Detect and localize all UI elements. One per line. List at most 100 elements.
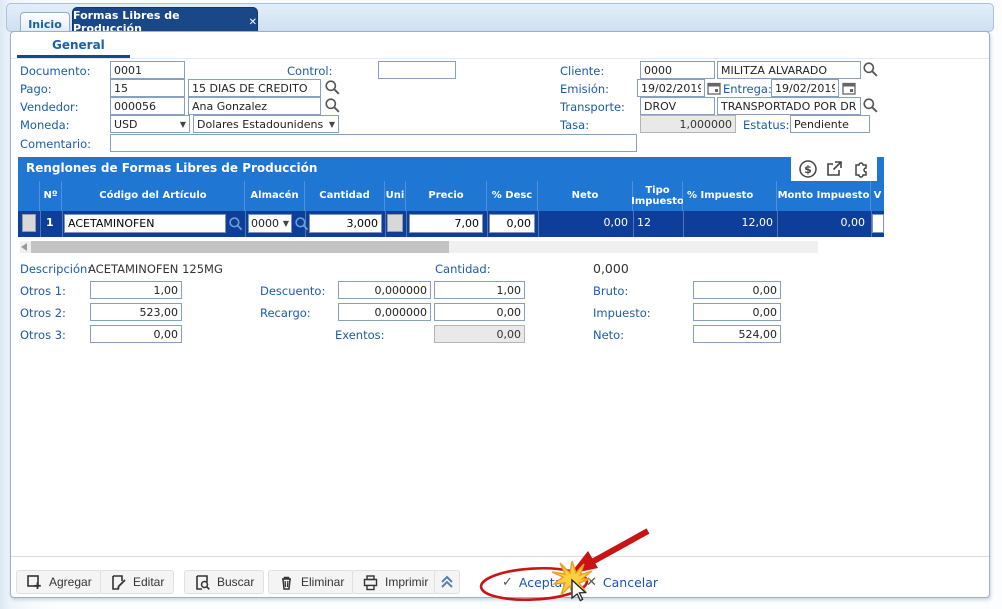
control-input[interactable] — [378, 61, 456, 79]
vendedor-code-input[interactable] — [110, 97, 185, 115]
descuento-label: Descuento: — [260, 284, 326, 298]
descuento-monto-input[interactable] — [434, 281, 525, 299]
otros2-input[interactable] — [90, 303, 182, 321]
grid-col-cantidad[interactable]: Cantidad — [305, 181, 385, 211]
pago-code-input[interactable] — [110, 79, 185, 97]
tab-strip: Inicio Formas Libres de Producción ✕ — [6, 3, 994, 36]
neto-label: Neto: — [593, 328, 625, 342]
svg-text:$: $ — [804, 163, 812, 176]
export-icon[interactable] — [824, 159, 844, 179]
grid-hscrollbar-thumb[interactable] — [31, 241, 449, 253]
cancelar-button[interactable]: ✕ Cancelar — [586, 575, 658, 590]
tasa-input — [640, 115, 736, 133]
pago-name-input[interactable] — [188, 79, 321, 97]
printer-icon — [362, 574, 379, 591]
tab-general-underline — [17, 55, 130, 58]
row-uni-cell[interactable] — [387, 214, 403, 232]
grid-col-precio[interactable]: Precio — [406, 181, 487, 211]
row-almacen-search-icon[interactable] — [294, 215, 311, 232]
edit-icon — [110, 574, 127, 591]
imprimir-button[interactable]: Imprimir — [352, 570, 439, 594]
row-almacen-select[interactable]: 0000 ▼ — [248, 214, 292, 233]
emision-calendar-icon[interactable] — [706, 79, 723, 96]
editar-label: Editar — [133, 575, 165, 589]
otros3-input[interactable] — [90, 325, 182, 343]
transporte-label: Transporte: — [560, 100, 625, 114]
grid-col-neto[interactable]: Neto — [538, 181, 633, 211]
entrega-calendar-icon[interactable] — [841, 79, 858, 96]
collapse-toolbar-button[interactable] — [434, 570, 460, 594]
transporte-search-icon[interactable] — [862, 97, 879, 114]
double-chevron-up-icon — [439, 574, 455, 590]
cliente-name-input[interactable] — [717, 61, 861, 79]
row-handle[interactable] — [22, 214, 36, 232]
recargo-monto-input[interactable] — [434, 303, 525, 321]
grid-title-bar — [18, 157, 884, 181]
x-icon: ✕ — [586, 575, 597, 590]
comentario-input[interactable] — [110, 134, 637, 152]
transporte-code-input[interactable] — [640, 97, 715, 115]
grid-col-selector[interactable] — [18, 181, 40, 211]
documento-input[interactable] — [110, 61, 185, 79]
cliente-code-input[interactable] — [640, 61, 715, 79]
transporte-name-input[interactable] — [717, 97, 861, 115]
tab-inicio-label: Inicio — [28, 18, 62, 31]
moneda-name-select[interactable]: Dolares Estadounidens ▼ — [193, 115, 339, 133]
otros2-label: Otros 2: — [20, 306, 66, 320]
recargo-pct-input[interactable] — [338, 303, 431, 321]
add-icon — [26, 574, 43, 591]
grid-col-v[interactable]: V — [871, 181, 884, 211]
recargo-label: Recargo: — [260, 306, 311, 320]
grid-col-monto-impuesto[interactable]: Monto Impuesto — [777, 181, 871, 211]
otros1-input[interactable] — [90, 281, 182, 299]
impuesto-input[interactable] — [693, 303, 781, 321]
row-cantidad-input[interactable] — [309, 214, 382, 233]
tab-general[interactable]: General — [52, 38, 105, 52]
bruto-input[interactable] — [693, 281, 781, 299]
toolbar-divider — [11, 556, 989, 557]
cliente-search-icon[interactable] — [862, 61, 879, 78]
editar-button[interactable]: Editar — [100, 570, 175, 594]
close-tab-icon[interactable]: ✕ — [248, 16, 257, 28]
chevron-down-icon: ▼ — [179, 119, 186, 129]
row-codigo-input[interactable] — [64, 214, 226, 233]
row-number: 1 — [46, 216, 54, 229]
check-icon: ✓ — [502, 575, 513, 590]
agregar-button[interactable]: Agregar — [16, 570, 102, 594]
entrega-date-input[interactable] — [771, 79, 839, 97]
descuento-pct-input[interactable] — [338, 281, 431, 299]
puzzle-icon[interactable] — [851, 159, 871, 179]
grid-col-tipo-impuesto[interactable]: Tipo Impuesto — [631, 181, 684, 211]
neto-input[interactable] — [693, 325, 781, 343]
subtab-divider — [11, 58, 989, 59]
vendedor-name-input[interactable] — [188, 97, 321, 115]
trash-icon — [278, 574, 295, 591]
impuesto-label: Impuesto: — [593, 306, 651, 320]
scroll-left-arrow-icon[interactable] — [21, 243, 27, 251]
pago-search-icon[interactable] — [324, 79, 341, 96]
row-almacen-value: 0000 — [251, 217, 279, 230]
row-codigo-search-icon[interactable] — [228, 215, 245, 232]
eliminar-button[interactable]: Eliminar — [268, 570, 355, 594]
row-desc-pct-input[interactable] — [489, 214, 535, 233]
imprimir-label: Imprimir — [385, 575, 429, 589]
grid-col-almacen[interactable]: Almacén — [245, 181, 305, 211]
aceptar-button[interactable]: ✓ Aceptar — [502, 575, 567, 590]
buscar-button[interactable]: Buscar — [184, 570, 265, 594]
grid-col-pct-impuesto[interactable]: % Impuesto — [683, 181, 777, 211]
emision-date-input[interactable] — [637, 79, 705, 97]
row-neto-value: 0,00 — [603, 216, 629, 229]
grid-col-num[interactable]: Nº — [40, 181, 62, 211]
estatus-input[interactable] — [790, 115, 870, 133]
grid-col-uni[interactable]: Uni — [385, 181, 406, 211]
dollar-icon[interactable]: $ — [798, 159, 818, 179]
grid-col-codigo[interactable]: Código del Artículo — [62, 181, 245, 211]
row-v-input[interactable] — [872, 214, 884, 233]
moneda-code-select[interactable]: USD ▼ — [110, 115, 190, 133]
cantidad-label: Cantidad: — [435, 262, 491, 276]
vendedor-search-icon[interactable] — [324, 97, 341, 114]
control-label: Control: — [287, 64, 333, 78]
entrega-label: Entrega: — [723, 82, 772, 96]
grid-col-desc[interactable]: % Desc — [487, 181, 538, 211]
row-precio-input[interactable] — [409, 214, 483, 233]
